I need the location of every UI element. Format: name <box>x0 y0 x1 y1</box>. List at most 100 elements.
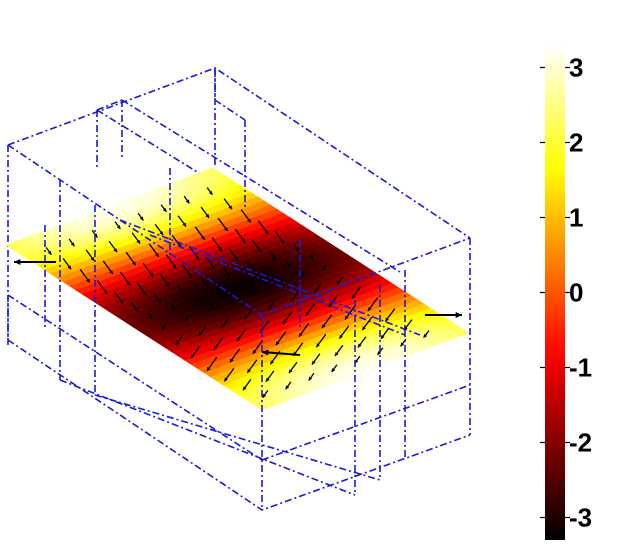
colorbar-tick-label: -1 <box>569 353 592 383</box>
quiver-arrowhead <box>247 218 251 223</box>
quiver-arrowhead <box>262 349 269 356</box>
quiver-arrowhead <box>367 307 372 311</box>
quiver-arrowhead <box>400 342 405 347</box>
quiver-arrowhead <box>253 291 258 296</box>
quiver-arrowhead <box>119 299 124 304</box>
quiver-arrowhead <box>285 385 290 390</box>
quiver-arrowhead <box>184 317 189 322</box>
quiver-arrowhead <box>288 369 293 374</box>
quiver-arrowhead <box>295 247 300 252</box>
quiver-arrowhead <box>182 222 187 227</box>
quiver-arrowhead <box>157 299 162 304</box>
quiver-arrowhead <box>275 341 280 346</box>
quiver-arrowhead <box>257 248 262 253</box>
quiver-arrowhead <box>377 351 382 355</box>
quiver-arrowhead <box>230 300 235 304</box>
wireframe-edge <box>261 384 471 461</box>
quiver-arrowhead <box>298 332 303 337</box>
colorbar-tick-label: 0 <box>569 278 583 308</box>
quiver-arrowhead <box>331 368 336 372</box>
quiver-arrowhead <box>139 216 144 221</box>
quiver-arrowhead <box>236 337 241 342</box>
quiver-arrowhead <box>339 334 343 339</box>
wireframe-edge <box>149 234 406 336</box>
quiver-arrowhead <box>203 282 208 286</box>
colorbar-tick-label: 3 <box>569 53 583 83</box>
quiver-arrowhead <box>286 263 291 268</box>
quiver-arrowhead <box>380 334 385 339</box>
quiver-arrowhead <box>165 282 170 287</box>
quiver-arrowhead <box>322 265 327 270</box>
quiver-arrowhead <box>194 297 199 302</box>
quiver-arrowhead <box>344 315 349 320</box>
wireframe-edge <box>121 99 401 273</box>
quiver-arrowhead <box>201 235 205 240</box>
colorbar-tick-label: 1 <box>569 203 583 233</box>
quiver-arrowhead <box>290 297 295 302</box>
quiver-arrowhead <box>385 317 389 322</box>
quiver-arrowhead <box>249 264 254 269</box>
wireframe-edge <box>214 70 246 121</box>
quiver-arrowhead <box>126 281 131 286</box>
quiver-arrowhead <box>282 320 287 325</box>
quiver-arrowhead <box>149 272 154 277</box>
quiver-arrowhead <box>217 289 222 293</box>
quiver-arrowhead <box>188 273 193 278</box>
quiver-arrowhead <box>195 255 200 260</box>
quiver-arrowhead <box>270 360 274 365</box>
quiver-arrowhead <box>14 259 21 265</box>
quiver-arrowhead <box>142 291 147 295</box>
colorbar-tick-label: -2 <box>569 428 592 458</box>
quiver-arrowhead <box>328 303 333 308</box>
quiver-arrowhead <box>423 333 428 338</box>
quiver-arrowhead <box>336 280 341 285</box>
colorbar-ticks: 3 2 1 0 -1 -2 -3 <box>540 53 592 533</box>
quiver-arrowhead <box>86 278 90 283</box>
quiver-arrowhead <box>272 256 277 261</box>
quiver-arrowhead <box>211 265 216 270</box>
quiver-arrowhead <box>136 239 141 244</box>
quiver-arrowhead <box>70 242 75 247</box>
quiver-arrowhead <box>244 315 249 319</box>
quiver-arrowhead <box>247 368 251 373</box>
quiver-arrowhead <box>180 290 185 295</box>
wireframe-edge <box>94 394 381 481</box>
quiver-arrowhead <box>234 256 239 261</box>
quiver-arrow <box>261 351 301 356</box>
quiver-arrowhead <box>309 254 314 259</box>
quiver-arrowhead <box>208 190 213 195</box>
quiver-arrowhead <box>228 205 233 210</box>
colorbar-tick-label: 2 <box>569 128 583 158</box>
heatmap-cell <box>453 328 470 337</box>
quiver-arrowhead <box>262 393 267 398</box>
quiver-arrowhead <box>241 238 246 243</box>
quiver-arrowhead <box>218 247 223 252</box>
quiver-arrowhead <box>224 377 228 382</box>
quiver-arrowhead <box>313 289 318 294</box>
quiver-arrowhead <box>172 264 177 269</box>
quiver-arrowhead <box>351 294 356 299</box>
quiver-arrowhead <box>159 231 164 235</box>
quiver-arrowhead <box>357 343 362 348</box>
quiver-arrowhead <box>305 311 310 316</box>
quiver-arrowhead <box>162 208 167 212</box>
quiver-arrowhead <box>267 306 272 311</box>
quiver-arrowhead <box>213 346 218 350</box>
quiver-arrowhead <box>264 230 269 234</box>
quiver-arrowhead <box>206 366 211 371</box>
quiver-arrowhead <box>190 354 195 359</box>
quiver-arrowhead <box>134 307 139 312</box>
quiver-arrowhead <box>242 386 247 391</box>
quiver-arrowhead <box>207 308 212 313</box>
quiver-arrowhead <box>316 343 320 348</box>
quiver-arrowhead <box>311 360 316 365</box>
wireframe-edge <box>7 294 263 461</box>
quiver-arrowhead <box>334 352 339 356</box>
quiver-arrowhead <box>240 280 245 285</box>
quiver-arrowhead <box>252 349 257 354</box>
quiver-arrowhead <box>263 271 268 276</box>
quiver-arrowhead <box>161 325 166 330</box>
quiver-arrowhead <box>90 256 95 261</box>
quiver-arrowhead <box>321 324 326 329</box>
